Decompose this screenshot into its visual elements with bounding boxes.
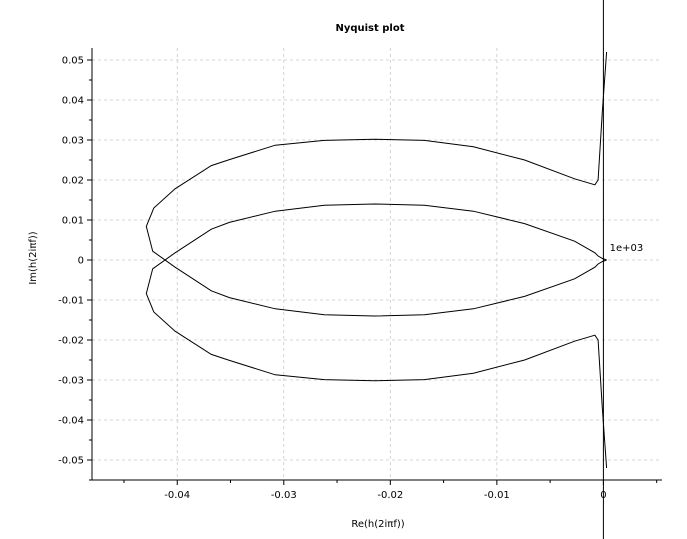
y-tick-label: -0.03	[58, 376, 84, 387]
y-tick-label: -0.01	[58, 296, 84, 307]
x-tick-label: -0.04	[164, 490, 190, 501]
nyquist-curve-2	[145, 203, 608, 469]
x-tick-label: -0.01	[484, 490, 510, 501]
y-tick-label: 0.01	[62, 216, 84, 227]
x-tick-label: -0.03	[271, 490, 297, 501]
y-tick-label: 0	[78, 256, 84, 267]
x-tick-label: -0.02	[377, 490, 403, 501]
y-tick-label: 0.03	[62, 136, 84, 147]
y-tick-label: -0.05	[58, 456, 84, 467]
frequency-annotation: 1e+03	[610, 243, 644, 254]
chart-title: Nyquist plot	[335, 23, 404, 34]
series-layer	[145, 51, 608, 469]
y-tick-label: -0.04	[58, 416, 84, 427]
annotation-layer: 1e+03	[610, 243, 644, 254]
y-tick-label: 0.04	[62, 96, 84, 107]
y-axis-label: Im(h(2iπf))	[28, 231, 39, 284]
y-tick-label: 0.05	[62, 56, 84, 67]
grid-layer	[92, 48, 662, 480]
axes: 0.05 0.04 0.03 0.02 0.01 0 -0.01 -0.02 -0.03 -0.0…	[58, 0, 662, 539]
x-axis-label: Re(h(2iπf))	[351, 519, 404, 530]
y-tick-label: 0.02	[62, 176, 84, 187]
y-tick-label: -0.02	[58, 336, 84, 347]
nyquist-curve-1	[145, 51, 608, 317]
